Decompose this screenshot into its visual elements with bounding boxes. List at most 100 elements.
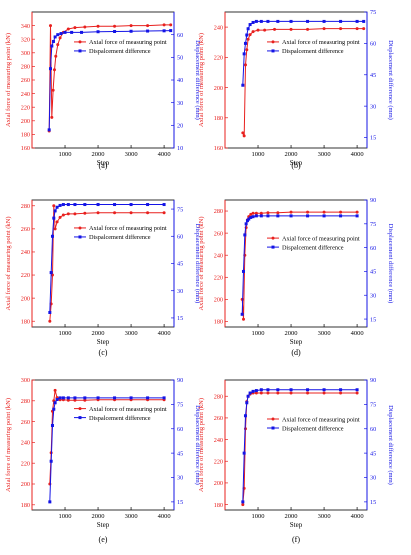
y2-tick-label: 30	[370, 103, 376, 110]
y-tick-label: 160	[214, 145, 223, 152]
data-point	[339, 388, 343, 392]
data-point	[322, 214, 326, 218]
data-point	[162, 396, 166, 400]
data-point	[263, 28, 267, 32]
data-point	[306, 27, 310, 31]
data-point	[241, 269, 245, 273]
data-point	[249, 215, 253, 219]
legend-entry: Dispalcement difference	[89, 415, 151, 422]
x-tick-label: 3000	[318, 151, 331, 158]
data-point	[55, 220, 59, 224]
data-point	[48, 310, 52, 314]
data-point	[113, 203, 117, 207]
y2-tick-label: 60	[370, 245, 376, 252]
y2-tick-label: 45	[370, 72, 376, 79]
data-point	[162, 29, 166, 33]
y-tick-label: 220	[214, 275, 223, 282]
data-point	[66, 396, 70, 400]
data-point	[259, 211, 263, 215]
data-point	[70, 30, 74, 34]
data-point	[83, 25, 87, 29]
y-tick-label: 220	[214, 55, 223, 62]
data-point	[58, 396, 62, 400]
y-tick-label: 200	[214, 297, 223, 304]
x-tick-label: 2000	[285, 330, 298, 337]
y-tick-label: 240	[214, 437, 223, 444]
y2-tick-label: 30	[177, 475, 183, 482]
y-tick-label: 260	[214, 230, 223, 237]
y2-axis-label: Displacement difference (mm)	[194, 40, 201, 120]
data-point	[251, 30, 255, 34]
data-point	[355, 214, 359, 218]
data-point	[322, 27, 326, 31]
y2-tick-label: 45	[177, 450, 183, 457]
legend-entry: Axial force of measuring point	[89, 39, 167, 46]
chart-panel: 1000 2000 3000 4000 180 200 220 240 260 280 15 30 45…	[198, 197, 394, 357]
data-point	[355, 391, 359, 395]
data-point	[251, 211, 255, 215]
data-point	[289, 210, 293, 214]
data-point	[162, 211, 166, 215]
data-point	[259, 388, 263, 392]
data-point	[66, 203, 70, 207]
data-point	[129, 29, 133, 33]
data-point	[306, 210, 310, 214]
x-tick-label: 1000	[252, 513, 265, 520]
legend-entry: Axial force of measuring point	[89, 225, 167, 232]
data-point	[243, 233, 247, 237]
y-tick-label: 240	[21, 249, 30, 256]
data-point	[276, 19, 280, 23]
data-point	[50, 115, 54, 119]
data-point	[58, 203, 62, 207]
y2-axis-label: Displacement difference (mm)	[387, 405, 394, 485]
series-line	[48, 30, 171, 130]
data-point	[129, 211, 133, 215]
data-point	[83, 398, 87, 402]
data-point	[56, 43, 60, 47]
legend-marker	[78, 416, 82, 420]
y-axis-label: Axial force of measuring point (kN)	[5, 33, 12, 127]
legend-entry: Axial force of measuring point	[282, 416, 360, 423]
y-tick-label: 240	[214, 24, 223, 31]
data-point	[55, 398, 59, 401]
data-point	[53, 35, 57, 39]
data-point	[355, 19, 359, 23]
data-point	[162, 23, 166, 27]
chart-panel: 1000 2000 3000 4000 160 180 200 220 240 260 280 300…	[5, 11, 201, 170]
y2-tick-label: 75	[177, 206, 183, 213]
data-point	[355, 27, 359, 31]
data-point	[96, 396, 100, 400]
data-point	[48, 67, 52, 71]
x-tick-label: 3000	[125, 513, 138, 520]
y2-tick-label: 75	[177, 402, 183, 409]
x-axis-label: Step	[290, 338, 303, 346]
data-point	[61, 213, 65, 217]
data-point	[248, 33, 252, 37]
y2-tick-label: 60	[177, 233, 183, 240]
y-tick-label: 160	[21, 145, 30, 152]
y2-tick-label: 75	[370, 221, 376, 228]
data-point	[48, 500, 52, 504]
y-tick-label: 300	[21, 50, 30, 57]
legend-marker	[271, 40, 275, 44]
legend-entry: Axial force of measuring point	[89, 406, 167, 413]
x-axis-label: Step	[290, 521, 303, 529]
data-point	[50, 424, 54, 427]
data-point	[113, 211, 117, 215]
data-point	[59, 32, 63, 36]
y2-axis-label: Displacement difference (mm)	[387, 224, 394, 304]
x-tick-label: 2000	[92, 330, 105, 337]
data-point	[96, 211, 100, 215]
data-point	[306, 391, 310, 395]
data-point	[248, 23, 252, 27]
y-tick-label: 200	[21, 481, 30, 488]
data-point	[322, 19, 326, 23]
x-axis-label: Step	[290, 159, 303, 167]
data-point	[49, 459, 53, 463]
data-point	[146, 203, 150, 207]
data-point	[339, 214, 343, 218]
data-point	[129, 396, 133, 400]
legend-marker	[78, 40, 82, 44]
y2-tick-label: 10	[177, 145, 183, 152]
y2-tick-label: 60	[177, 32, 183, 39]
